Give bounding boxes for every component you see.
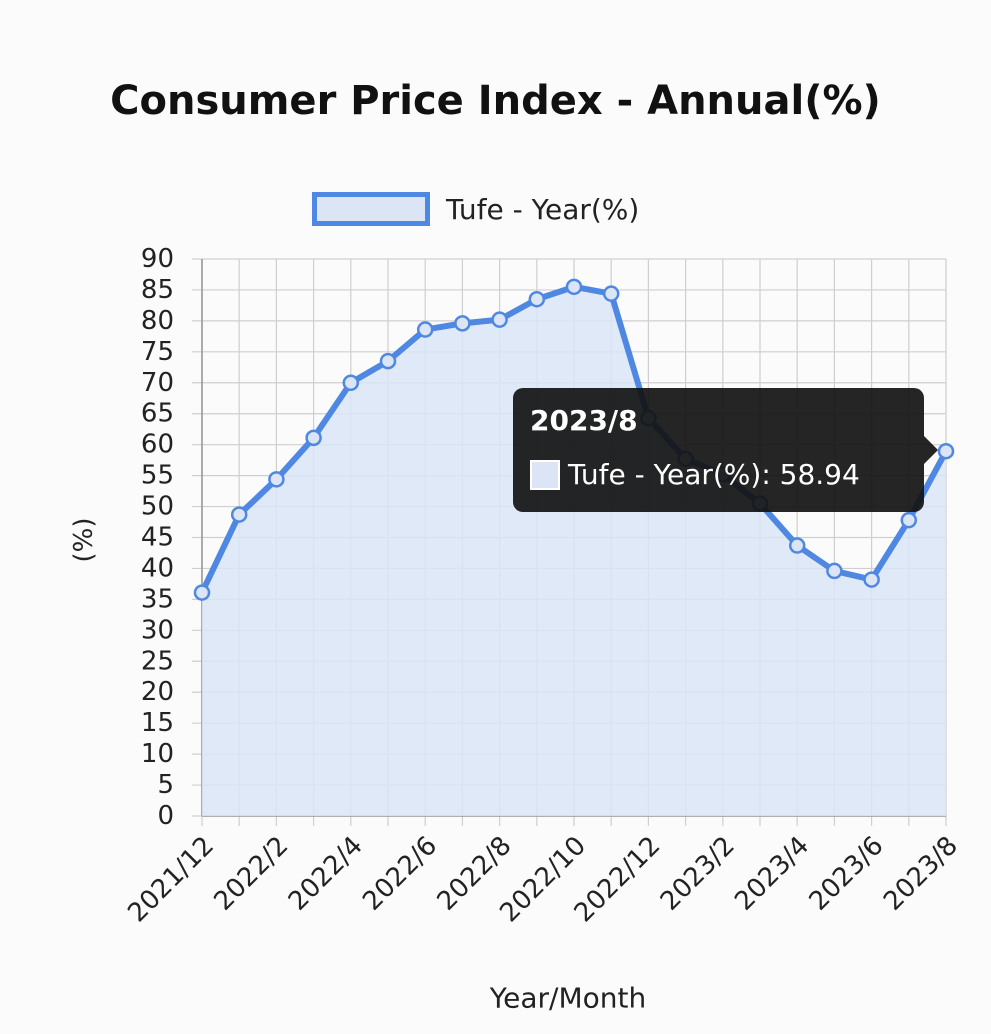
y-tick-label: 50 — [141, 492, 174, 522]
data-point — [863, 571, 880, 588]
legend-label[interactable]: Tufe - Year(%) — [446, 192, 640, 226]
x-tick-label: 2023/6 — [804, 831, 890, 917]
data-point — [193, 584, 211, 601]
y-tick-label: 70 — [141, 368, 174, 398]
data-point — [565, 278, 583, 296]
tooltip: 2023/8 Tufe - Year(%): 58.94 — [513, 388, 938, 512]
y-tick-label: 90 — [141, 244, 174, 274]
y-tick-label: 30 — [141, 615, 174, 645]
y-tick-label: 75 — [141, 337, 174, 367]
y-tick-label: 80 — [141, 306, 174, 336]
data-point — [379, 352, 397, 370]
data-point — [491, 311, 508, 328]
y-tick-label: 45 — [141, 523, 174, 553]
series-area — [202, 286, 946, 817]
y-tick-label: 85 — [141, 275, 174, 305]
tooltip-row: Tufe - Year(%): 58.94 — [530, 458, 860, 491]
data-point — [416, 321, 434, 338]
x-tick-label: 2022/6 — [357, 831, 443, 917]
y-tick-label: 25 — [141, 646, 174, 676]
y-tick-label: 15 — [141, 708, 174, 738]
data-point — [528, 290, 546, 308]
tooltip-title: 2023/8 — [530, 404, 638, 437]
data-point — [826, 562, 843, 580]
data-point — [900, 511, 918, 529]
data-point — [342, 374, 360, 392]
legend[interactable]: Tufe - Year(%) — [312, 186, 639, 232]
data-point — [788, 537, 806, 554]
x-tick-label: 2021/12 — [122, 831, 220, 929]
data-point — [602, 285, 620, 302]
data-point — [305, 429, 322, 447]
y-axis-title: (%) — [69, 517, 99, 563]
data-point — [937, 442, 955, 460]
y-tick-label: 65 — [141, 399, 174, 429]
y-tick-label: 20 — [141, 677, 174, 707]
x-tick-label: 2023/4 — [729, 831, 815, 917]
y-tick-label: 55 — [141, 461, 174, 491]
tooltip-swatch — [530, 459, 560, 490]
tooltip-text: Tufe - Year(%): 58.94 — [568, 458, 860, 491]
y-tick-label: 5 — [157, 770, 174, 800]
y-tick-label: 35 — [141, 584, 174, 614]
y-tick-label: 10 — [141, 739, 174, 769]
data-point — [268, 471, 285, 488]
x-tick-label: 2022/4 — [283, 831, 369, 917]
x-tick-label: 2023/8 — [878, 831, 964, 917]
chart-title: Consumer Price Index - Annual(%) — [110, 78, 881, 124]
x-axis-title: Year/Month — [489, 981, 647, 1015]
x-tick-label: 2023/2 — [655, 831, 741, 917]
y-tick-label: 40 — [141, 553, 174, 583]
y-tick-label: 0 — [157, 801, 174, 831]
x-tick-label: 2022/2 — [208, 831, 294, 917]
y-tick-label: 60 — [141, 430, 174, 460]
data-point — [230, 506, 248, 523]
legend-swatch[interactable] — [312, 192, 430, 226]
data-point — [454, 315, 471, 332]
